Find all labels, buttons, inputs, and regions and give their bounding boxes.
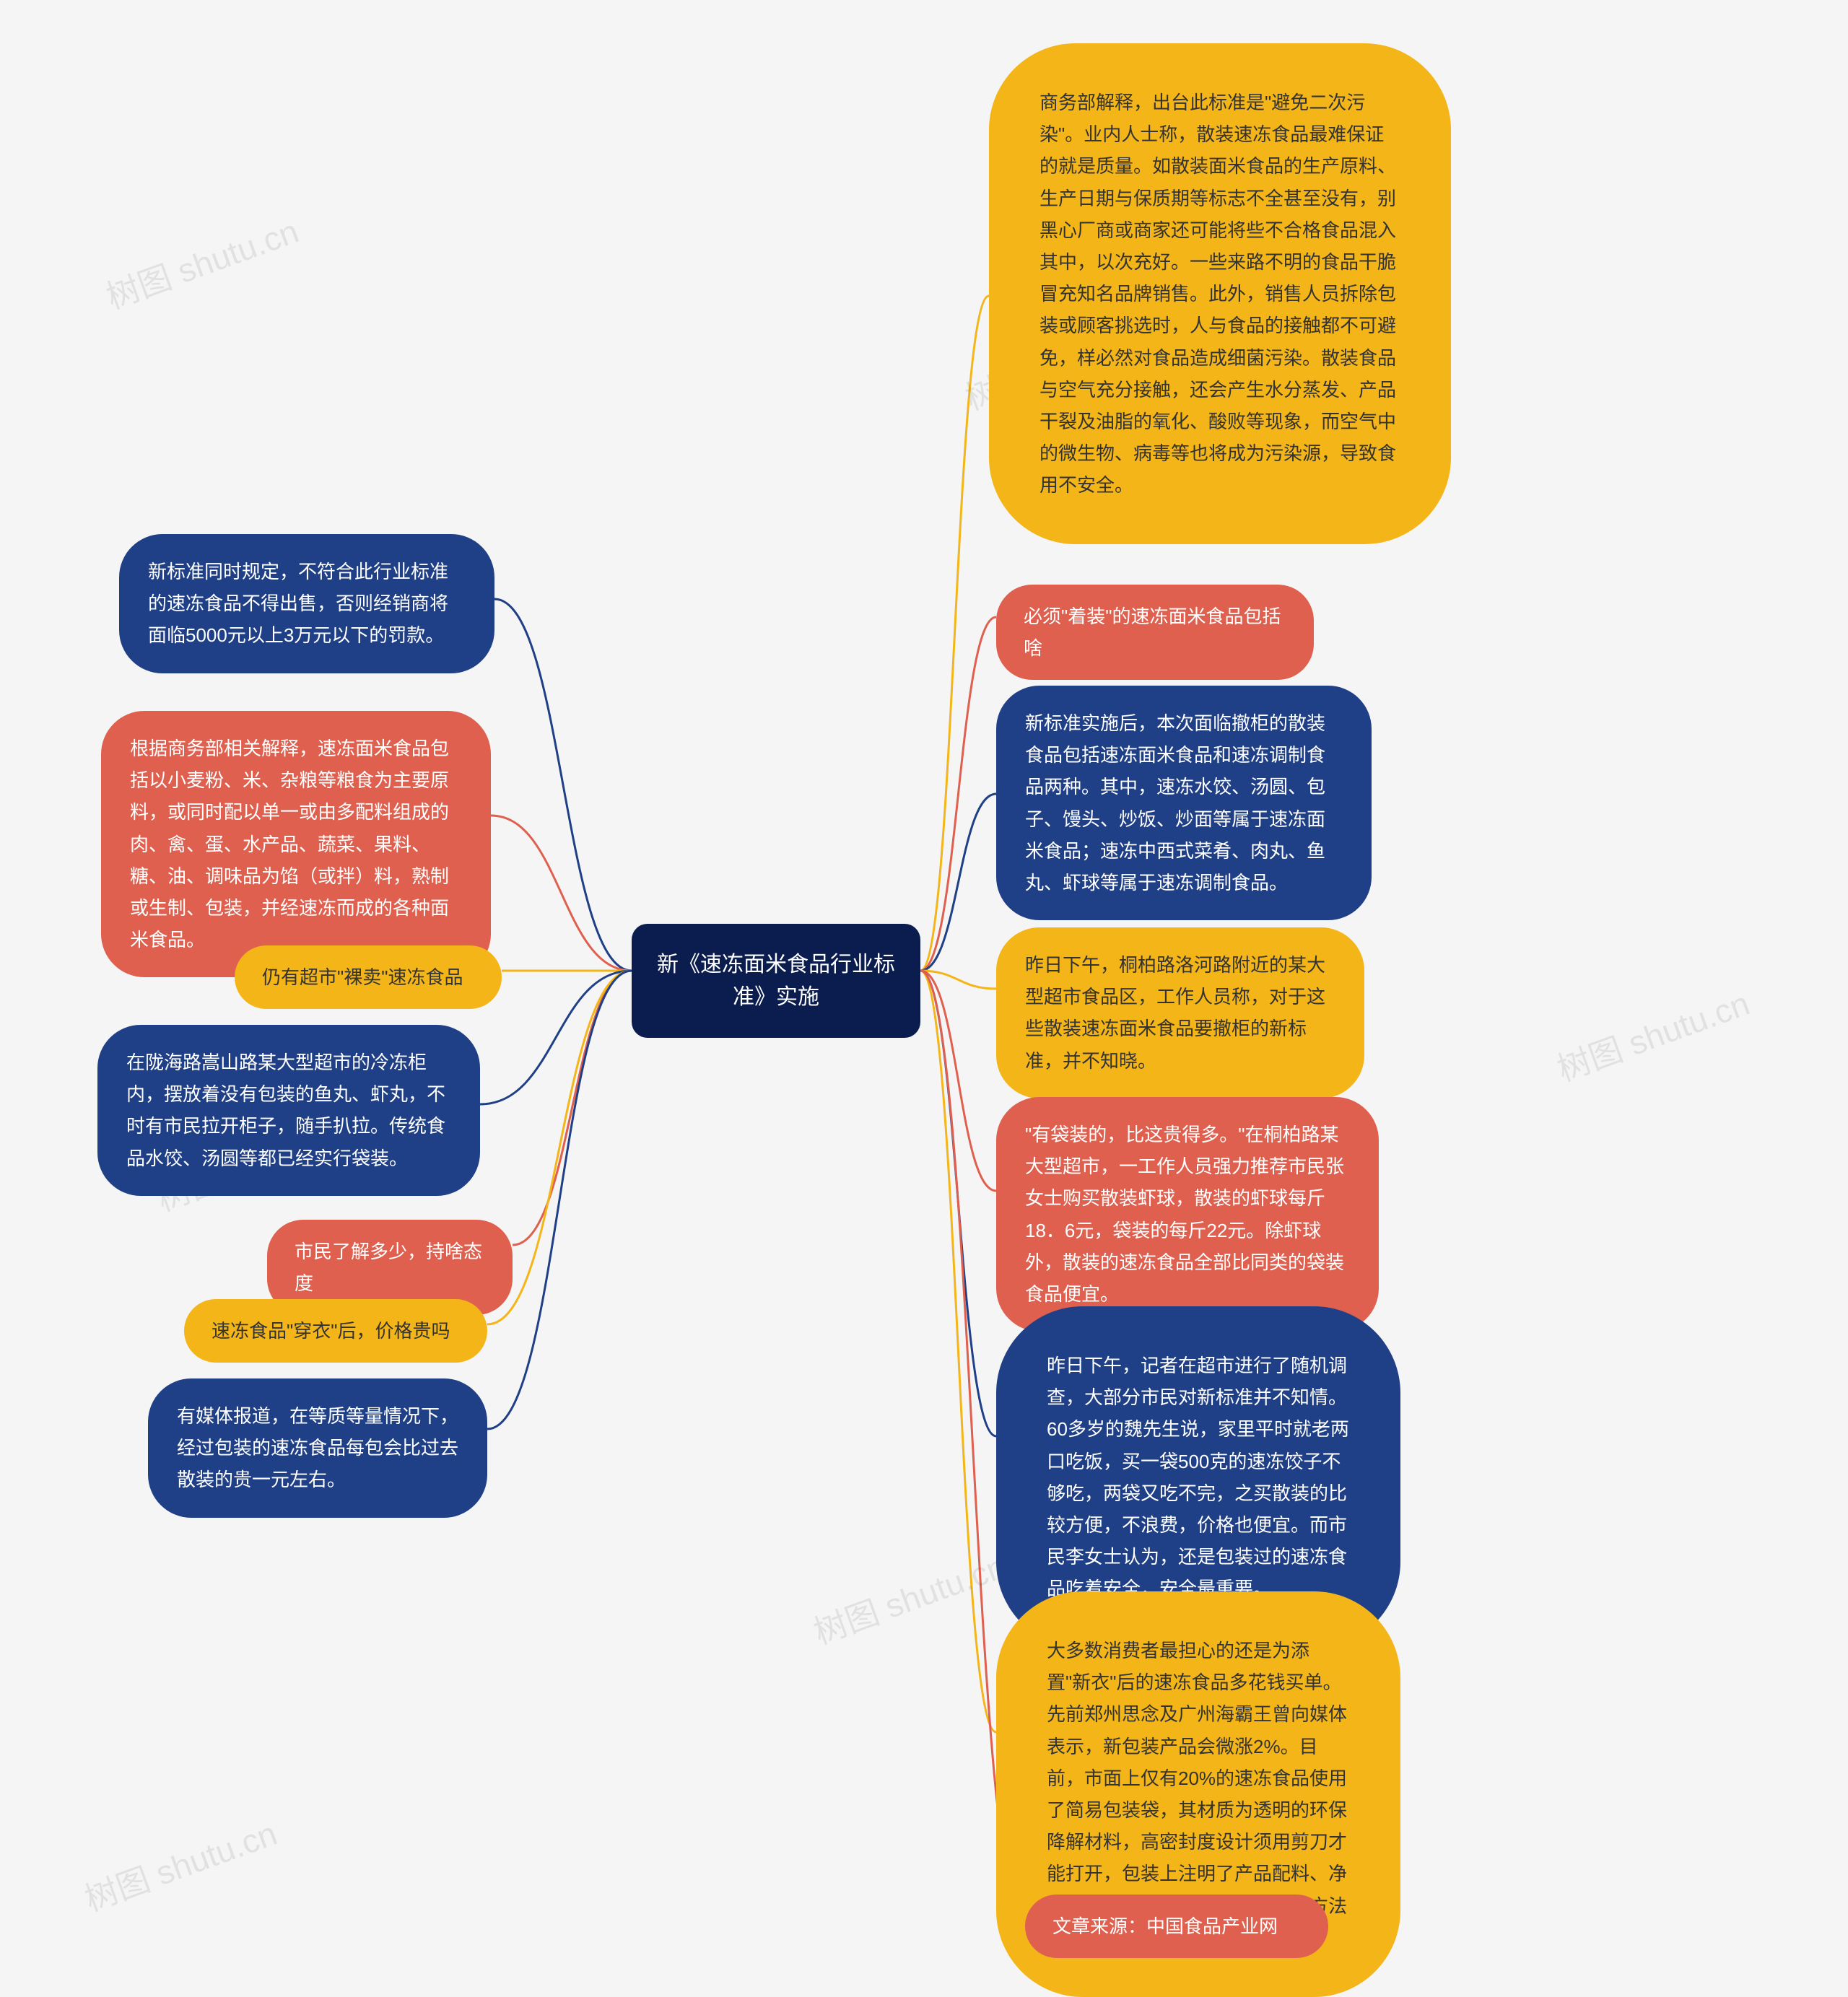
mindmap-node: 仍有超市"裸卖"速冻食品: [235, 945, 502, 1009]
connector: [513, 971, 632, 1245]
connector: [480, 971, 632, 1104]
connector: [920, 971, 996, 989]
watermark: 树图 shutu.cn: [77, 1807, 282, 1920]
mindmap-node: 文章来源：中国食品产业网: [1025, 1895, 1328, 1958]
mindmap-node: 有媒体报道，在等质等量情况下，经过包装的速冻食品每包会比过去散装的贵一元左右。: [148, 1378, 487, 1518]
watermark: 树图 shutu.cn: [99, 205, 304, 318]
watermark: 树图 shutu.cn: [1550, 977, 1755, 1091]
mindmap-node: 商务部解释，出台此标准是"避免二次污染"。业内人士称，散装速冻食品最难保证的就是…: [989, 43, 1451, 544]
mindmap-node: 新标准同时规定，不符合此行业标准的速冻食品不得出售，否则经销商将面临5000元以…: [119, 534, 494, 673]
connector: [487, 971, 632, 1429]
connector: [920, 794, 996, 971]
mindmap-node: 新标准实施后，本次面临撤柜的散装食品包括速冻面米食品和速冻调制食品两种。其中，速…: [996, 686, 1372, 920]
connector: [920, 296, 989, 971]
mindmap-node: 速冻食品"穿衣"后，价格贵吗: [184, 1299, 487, 1363]
connector: [920, 971, 996, 1436]
connector: [920, 971, 996, 1732]
watermark: 树图 shutu.cn: [806, 1540, 1011, 1653]
mindmap-node: 根据商务部相关解释，速冻面米食品包括以小麦粉、米、杂粮等粮食为主要原料，或同时配…: [101, 711, 491, 977]
center-topic: 新《速冻面米食品行业标准》实施: [632, 924, 920, 1038]
connector: [920, 617, 996, 971]
mindmap-node: 昨日下午，桐柏路洛河路附近的某大型超市食品区，工作人员称，对于这些散装速冻面米食…: [996, 927, 1364, 1098]
connector: [494, 599, 632, 971]
mindmap-node: "有袋装的，比这贵得多。"在桐柏路某大型超市，一工作人员强力推荐市民张女士购买散…: [996, 1097, 1379, 1332]
connector: [491, 816, 632, 971]
connector: [920, 971, 996, 1191]
mindmap-node: 在陇海路嵩山路某大型超市的冷冻柜内，摆放着没有包装的鱼丸、虾丸，不时有市民拉开柜…: [97, 1025, 480, 1196]
mindmap-node: 必须"着装"的速冻面米食品包括啥: [996, 585, 1314, 680]
